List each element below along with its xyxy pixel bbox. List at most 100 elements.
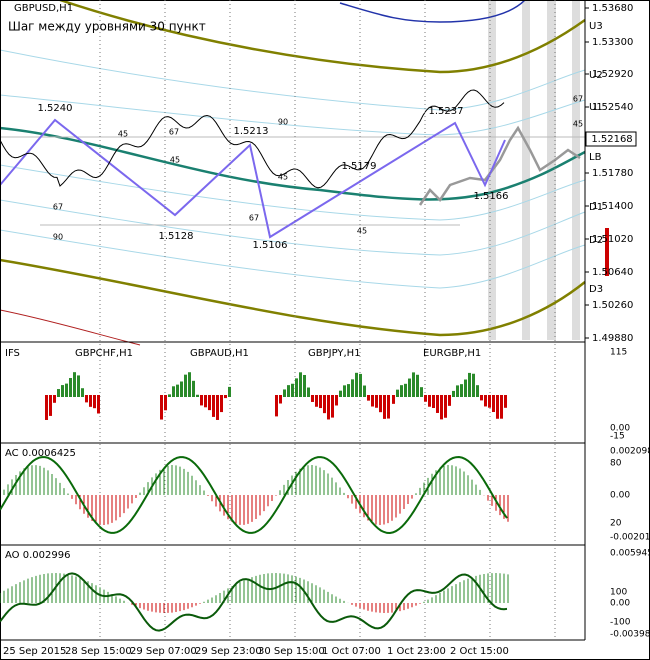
time-label: 28 Sep 15:00 bbox=[65, 646, 132, 657]
level-label: D3 bbox=[589, 284, 603, 295]
price-label: 1.49880 bbox=[592, 333, 633, 344]
fib-label: 45 bbox=[278, 173, 288, 182]
price-label: 1.52540 bbox=[592, 102, 633, 113]
candle bbox=[160, 395, 163, 420]
candle bbox=[496, 395, 499, 419]
swing-label: 1.5166 bbox=[474, 191, 509, 202]
candle bbox=[216, 395, 219, 420]
price-label: 1.53680 bbox=[592, 3, 633, 14]
axis-label: 0.002098 bbox=[610, 447, 650, 457]
time-label: 1 Oct 23:00 bbox=[387, 646, 446, 657]
candle bbox=[387, 395, 390, 419]
candle bbox=[432, 395, 435, 409]
candle bbox=[331, 395, 334, 418]
candle bbox=[275, 395, 278, 417]
axis-label: 0.005945 bbox=[610, 549, 650, 559]
current-price-box bbox=[585, 131, 637, 147]
axis-label: 20 bbox=[610, 519, 622, 529]
fib-label: 67 bbox=[53, 203, 63, 212]
candle bbox=[180, 381, 183, 397]
time-label: 30 Sep 15:00 bbox=[258, 646, 325, 657]
candle bbox=[504, 395, 507, 408]
axis-label: -0.003983 bbox=[610, 630, 650, 640]
candle bbox=[371, 395, 374, 407]
candle bbox=[396, 389, 399, 397]
candle bbox=[351, 379, 354, 397]
candle bbox=[303, 374, 306, 397]
candle bbox=[404, 383, 407, 397]
fib-label: 67 bbox=[169, 128, 179, 137]
swing-label: 1.5240 bbox=[38, 103, 73, 114]
swing-label: 1.5213 bbox=[234, 126, 269, 137]
level-label: D1 bbox=[589, 202, 603, 213]
candle bbox=[456, 385, 459, 397]
candle bbox=[200, 395, 203, 406]
panel-title: AO 0.002996 bbox=[5, 550, 70, 561]
candle bbox=[49, 395, 52, 416]
candle bbox=[224, 395, 227, 399]
candle bbox=[168, 394, 171, 397]
candle bbox=[77, 375, 80, 397]
candle bbox=[400, 385, 403, 397]
candle bbox=[375, 395, 378, 408]
ao-line bbox=[0, 572, 508, 632]
time-label: 29 Sep 23:00 bbox=[195, 646, 262, 657]
candle bbox=[311, 395, 314, 402]
candle bbox=[212, 395, 215, 417]
candle bbox=[192, 380, 195, 397]
candle bbox=[488, 395, 491, 408]
candle bbox=[196, 394, 199, 397]
candle bbox=[93, 395, 96, 409]
symbol-label: GBPCHF,H1 bbox=[75, 348, 133, 359]
candle bbox=[295, 378, 298, 397]
candle bbox=[184, 374, 187, 397]
candle bbox=[89, 395, 92, 407]
candle bbox=[452, 390, 455, 397]
axis-label: -100 bbox=[610, 618, 631, 628]
price-label: 1.51780 bbox=[592, 168, 633, 179]
price-label: 1.52920 bbox=[592, 69, 633, 80]
candle bbox=[307, 387, 310, 397]
axis-label: -0.002014 bbox=[610, 533, 650, 543]
candle bbox=[279, 395, 282, 404]
time-label: 1 Oct 07:00 bbox=[322, 646, 381, 657]
candle bbox=[464, 379, 467, 397]
fib-label: 67 bbox=[249, 214, 259, 223]
axis-label: 115 bbox=[610, 348, 627, 358]
candle bbox=[164, 395, 167, 411]
candle bbox=[359, 373, 362, 397]
candle bbox=[208, 395, 211, 411]
price-label: 1.51020 bbox=[592, 234, 633, 245]
candle bbox=[291, 383, 294, 397]
ac-line bbox=[0, 455, 508, 535]
candle bbox=[299, 372, 302, 397]
candle bbox=[476, 385, 479, 397]
axis-label: -15 bbox=[610, 432, 625, 442]
candle bbox=[327, 395, 330, 420]
candle bbox=[480, 395, 483, 401]
candle bbox=[85, 395, 88, 403]
candle bbox=[283, 389, 286, 397]
level-label: U2 bbox=[589, 70, 603, 81]
candle bbox=[339, 390, 342, 397]
price-label: 1.50640 bbox=[592, 267, 633, 278]
axis-label: 80 bbox=[610, 459, 622, 469]
candle bbox=[412, 372, 415, 397]
time-label: 29 Sep 07:00 bbox=[130, 646, 197, 657]
axis-label: 0.00 bbox=[610, 599, 630, 609]
candle bbox=[81, 388, 84, 397]
panel-title: AC 0.0006425 bbox=[5, 448, 76, 459]
level-label: D2 bbox=[589, 235, 603, 246]
level-label: U1 bbox=[589, 102, 603, 113]
candle bbox=[172, 386, 175, 397]
candle bbox=[420, 387, 423, 397]
candle bbox=[424, 395, 427, 402]
price-label: 1.53300 bbox=[592, 37, 633, 48]
candle bbox=[440, 395, 443, 420]
candle bbox=[444, 395, 447, 418]
candle bbox=[343, 385, 346, 397]
candle bbox=[367, 395, 370, 401]
candle bbox=[408, 378, 411, 397]
